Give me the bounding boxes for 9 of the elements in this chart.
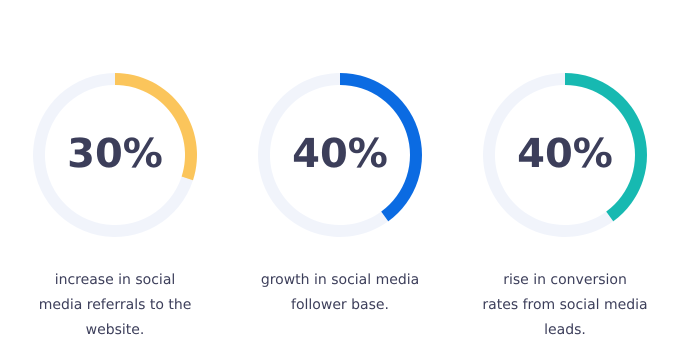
text: growth in social media follower base. xyxy=(260,272,420,313)
donut-slice xyxy=(483,73,614,237)
text: increase in social media referrals to the website. xyxy=(38,272,192,338)
data-label: 30% xyxy=(67,131,163,177)
donut-slice xyxy=(258,73,388,237)
data-label: 40% xyxy=(517,131,613,177)
data-label: 40% xyxy=(292,131,388,177)
text: rise in conversion rates from social media leads. xyxy=(482,272,648,338)
donut-slice xyxy=(33,73,193,237)
